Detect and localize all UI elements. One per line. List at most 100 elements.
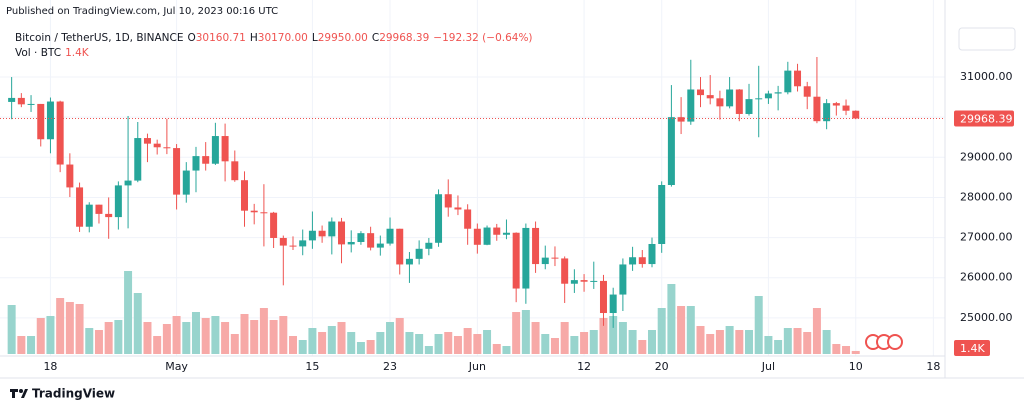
volume-bar: [832, 344, 841, 354]
volume-bar: [46, 316, 55, 354]
candle-body: [376, 243, 384, 248]
volume-bar: [774, 340, 783, 354]
volume-bar: [298, 340, 307, 354]
legend-key: L: [311, 32, 318, 44]
legend-key: H: [249, 32, 258, 44]
volume-bar: [492, 344, 501, 354]
candle-body: [396, 228, 404, 265]
legend-key: O: [187, 32, 196, 44]
grid: [0, 0, 945, 356]
volume-bar: [395, 318, 404, 354]
candle-body: [425, 242, 433, 249]
candle-body: [17, 97, 25, 105]
volume-bar: [191, 312, 200, 354]
candle-body: [260, 212, 268, 214]
legend-value: 30160.71: [195, 32, 246, 44]
candle-body: [386, 228, 394, 244]
candle-body: [832, 103, 840, 106]
candle-body: [803, 86, 811, 97]
candle-body: [687, 89, 695, 122]
volume-bar: [783, 328, 792, 354]
candle-body: [648, 243, 656, 265]
symbol-legend: Bitcoin / TetherUS, 1D, BINANCE O30160.71…: [15, 32, 537, 44]
volume-bar: [706, 334, 715, 354]
y-tick-label: 27000.00: [960, 231, 1013, 244]
volume-bar: [104, 322, 113, 354]
candle-body: [221, 136, 229, 162]
candle-body: [134, 138, 142, 181]
candle-body: [76, 187, 84, 227]
x-tick-label: 18: [43, 360, 57, 373]
candle-body: [240, 180, 248, 211]
candle-body: [638, 257, 646, 265]
volume-bar: [812, 308, 821, 354]
volume-bar: [143, 322, 152, 354]
candle-body: [658, 185, 666, 244]
x-tick-label: 23: [383, 360, 397, 373]
volume-bar: [502, 346, 511, 354]
candle-body: [279, 237, 287, 246]
volume-bar: [647, 330, 656, 354]
volume-bar: [356, 342, 365, 354]
volume-bar: [162, 324, 171, 354]
candle-body: [270, 212, 278, 238]
volume-bar: [541, 334, 550, 354]
candle-body: [56, 101, 64, 165]
volume-bar: [337, 322, 346, 354]
candle-body: [609, 294, 617, 314]
volume-bar: [114, 320, 123, 354]
candle-body: [483, 227, 491, 245]
volume-bar: [424, 346, 433, 354]
legend-value: 29968.39: [379, 32, 430, 44]
volume-bar: [182, 322, 191, 354]
volume-bar: [628, 330, 637, 354]
volume-bar: [531, 322, 540, 354]
candle-body: [405, 258, 413, 265]
candle-body: [124, 180, 132, 186]
candle-body: [522, 227, 530, 289]
volume-bar: [483, 330, 492, 354]
candle-body: [318, 230, 326, 237]
last-price-box: [954, 110, 1014, 127]
volume-bar: [715, 330, 724, 354]
candle-body: [66, 164, 74, 188]
event-flags[interactable]: [865, 334, 903, 350]
candle-body: [541, 257, 549, 265]
x-tick-label: Jun: [468, 360, 486, 373]
x-tick-label: 12: [577, 360, 591, 373]
volume-bar: [133, 293, 142, 354]
volume-bar: [580, 332, 589, 354]
volume-bar: [696, 326, 705, 354]
volume-bar: [677, 306, 686, 354]
candle-body: [37, 103, 45, 140]
volume-bar: [172, 316, 181, 354]
volume-bar: [259, 308, 268, 354]
volume-bar: [512, 312, 521, 354]
volume-bar: [667, 284, 676, 354]
control-box[interactable]: [958, 27, 1016, 51]
volume-bar: [279, 316, 288, 354]
volume-bar: [521, 310, 530, 354]
candle-body: [570, 280, 578, 284]
volume-bar: [754, 296, 763, 354]
volume-name: Vol · BTC: [15, 47, 62, 59]
volume-bar: [27, 336, 36, 354]
candle-body: [512, 232, 520, 289]
published-note: Published on TradingView.com, Jul 10, 20…: [6, 6, 279, 17]
candle-body: [85, 204, 93, 227]
volume-bar: [405, 332, 414, 354]
brand: TradingView: [32, 387, 115, 401]
candle-body: [580, 280, 588, 282]
legend-value: 29950.00: [317, 32, 368, 44]
volume-bar: [599, 318, 608, 354]
volume-bar: [560, 322, 569, 354]
candle-body: [794, 70, 802, 87]
volume-bar: [240, 314, 249, 354]
candle-body: [735, 89, 743, 114]
symbol-title: Bitcoin / TetherUS, 1D, BINANCE: [15, 32, 184, 44]
volume-bar: [366, 340, 375, 354]
y-tick-label: 28000.00: [960, 190, 1013, 203]
candle-body: [454, 207, 462, 210]
volume-bar: [725, 326, 734, 354]
